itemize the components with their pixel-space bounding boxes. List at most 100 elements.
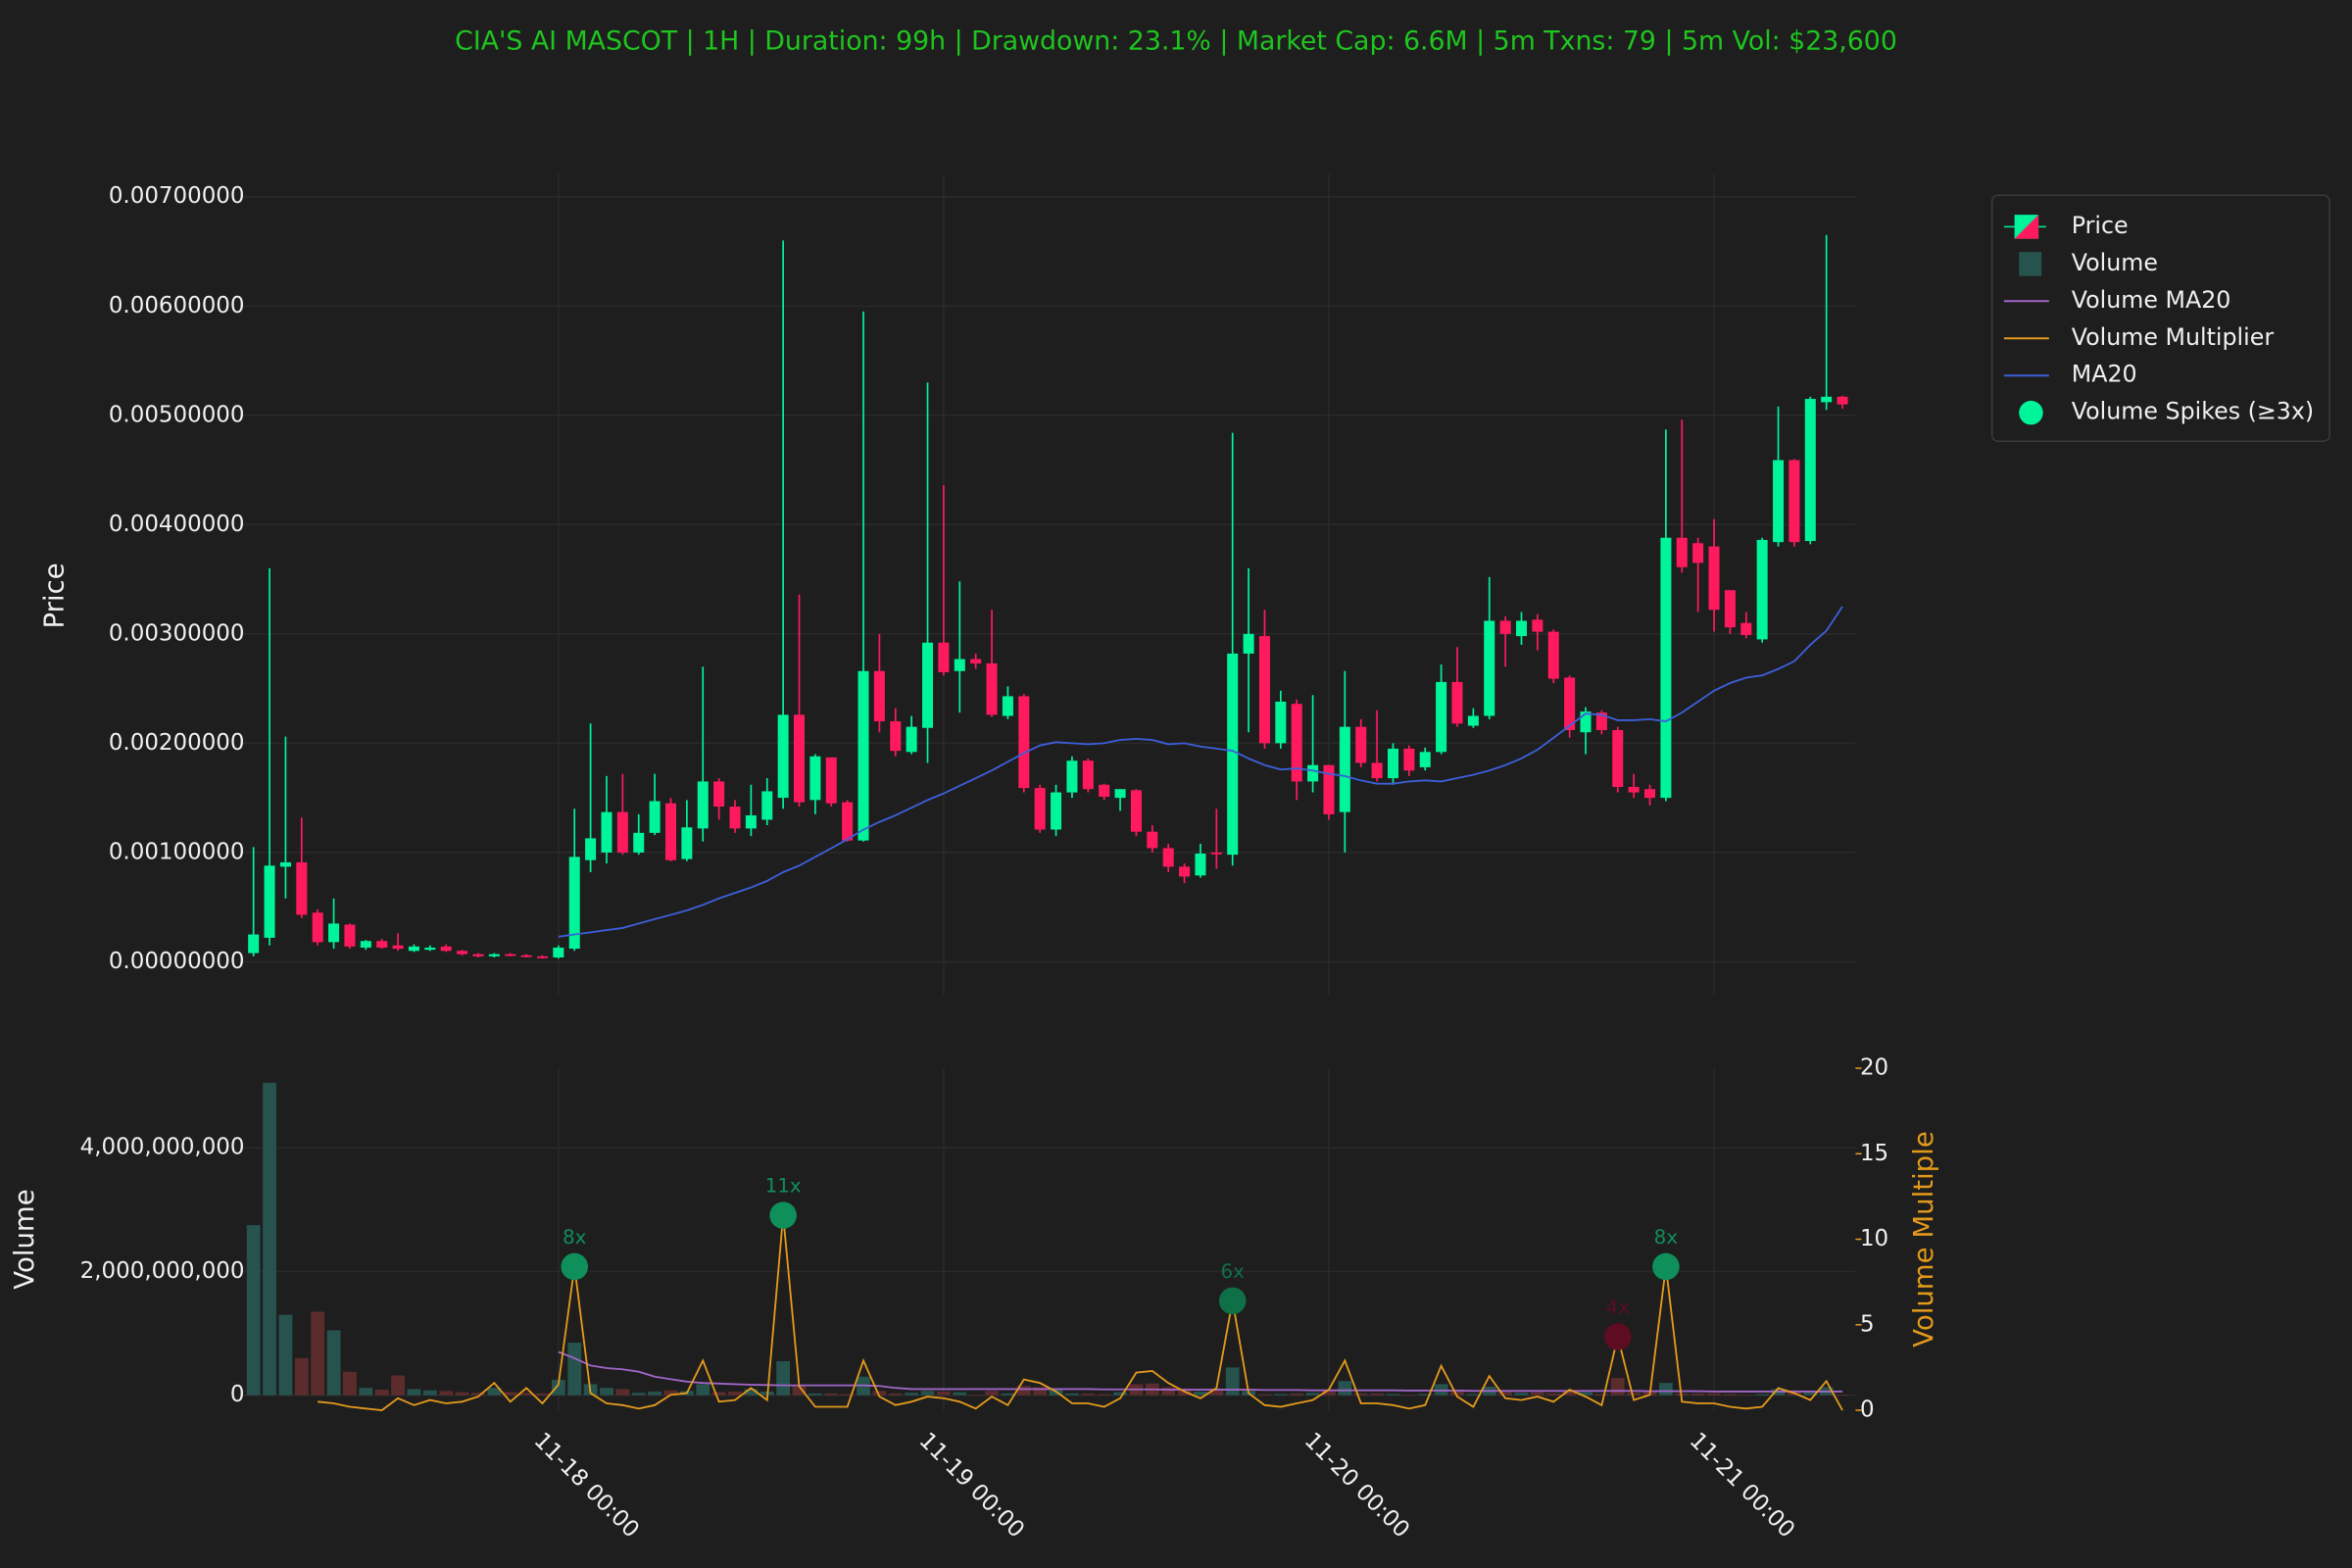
spike-marker bbox=[1603, 1323, 1632, 1350]
candle-body bbox=[1612, 729, 1624, 787]
volume-bar bbox=[1338, 1381, 1352, 1396]
candle-body bbox=[1756, 539, 1768, 640]
candle-body bbox=[616, 811, 628, 853]
y-tick-label: 0.00100000 bbox=[109, 839, 245, 864]
chart-title: CIA'S AI MASCOT | 1H | Duration: 99h | D… bbox=[455, 26, 1897, 57]
volume-bar bbox=[407, 1389, 421, 1396]
candle-body bbox=[954, 659, 965, 671]
volume-bar bbox=[808, 1393, 822, 1396]
candle-body bbox=[264, 865, 275, 938]
candle-body bbox=[1804, 399, 1816, 542]
volume-bar bbox=[246, 1225, 261, 1396]
volume-bar bbox=[1194, 1391, 1207, 1396]
volume-bar bbox=[968, 1395, 983, 1396]
candle-body bbox=[1227, 653, 1239, 856]
volume-bar bbox=[1033, 1387, 1048, 1396]
candle-body bbox=[1114, 789, 1126, 799]
candle-body bbox=[1034, 788, 1046, 830]
candle-body bbox=[1419, 752, 1431, 767]
volume-bar bbox=[278, 1314, 293, 1396]
spike-marker bbox=[769, 1201, 797, 1229]
spike-marker bbox=[1218, 1287, 1247, 1315]
volume-bar bbox=[1257, 1394, 1272, 1396]
candle-body bbox=[1532, 619, 1544, 632]
volume-bar bbox=[953, 1392, 967, 1396]
candle-body bbox=[1018, 696, 1030, 789]
candle-body bbox=[1323, 764, 1335, 814]
volume-bar bbox=[535, 1393, 550, 1396]
spike-label: 8x bbox=[1654, 1226, 1679, 1249]
candle-body bbox=[520, 955, 532, 957]
candle-body bbox=[488, 954, 500, 956]
volume-bar bbox=[663, 1390, 678, 1396]
candle-body bbox=[1595, 712, 1607, 730]
volume-bar bbox=[711, 1392, 726, 1396]
candle-body bbox=[1371, 762, 1383, 779]
y-tick-label: 2,000,000,000 bbox=[80, 1258, 245, 1284]
legend-label: Volume Multiplier bbox=[2072, 323, 2275, 351]
volume-bar bbox=[1225, 1367, 1240, 1396]
candle-body bbox=[681, 827, 693, 859]
candle-body bbox=[906, 726, 917, 753]
volume-bar bbox=[551, 1379, 565, 1396]
legend-label: MA20 bbox=[2072, 361, 2137, 388]
candle-body bbox=[1580, 711, 1592, 733]
candle-body bbox=[809, 756, 821, 801]
candle-body bbox=[601, 811, 612, 853]
volume-bar bbox=[1803, 1392, 1818, 1396]
candle-body bbox=[649, 801, 661, 833]
volume-bar bbox=[1610, 1378, 1625, 1396]
candle-body bbox=[1307, 764, 1319, 782]
candle-body bbox=[1275, 701, 1287, 744]
candle-body bbox=[296, 861, 308, 915]
candle-body bbox=[1837, 396, 1848, 405]
volume-bar bbox=[792, 1386, 807, 1396]
y-tick-label: 0.00400000 bbox=[109, 512, 245, 537]
volume-bar bbox=[1530, 1392, 1544, 1396]
volume-bar bbox=[1836, 1395, 1849, 1396]
spike-marker bbox=[1652, 1252, 1680, 1281]
candle-body bbox=[553, 947, 564, 957]
candle-body bbox=[1291, 704, 1302, 782]
volume-bar bbox=[920, 1391, 935, 1396]
y2-axis-label: Volume Multiple bbox=[1908, 1131, 1939, 1348]
volume-bar bbox=[1305, 1393, 1320, 1396]
candle-body bbox=[1066, 760, 1078, 793]
y-tick-label: 0.00300000 bbox=[109, 620, 245, 646]
volume-bar bbox=[824, 1393, 839, 1396]
y-axis-label: Price bbox=[39, 563, 71, 628]
volume-bar bbox=[1273, 1394, 1288, 1396]
candle-body bbox=[1243, 633, 1254, 654]
candle-body bbox=[825, 757, 837, 804]
y2-tick-label: 10 bbox=[1860, 1226, 1888, 1251]
volume-bar bbox=[696, 1384, 710, 1396]
volume-bar bbox=[1755, 1394, 1770, 1396]
candle-body bbox=[344, 924, 356, 947]
volume-bar bbox=[471, 1393, 485, 1396]
volume-bar bbox=[263, 1082, 276, 1396]
candle-body bbox=[1660, 537, 1672, 799]
candle-body bbox=[312, 912, 323, 943]
volume-bar bbox=[985, 1391, 999, 1396]
candle-body bbox=[745, 814, 757, 829]
volume-bar bbox=[1739, 1395, 1753, 1396]
volume-bar bbox=[728, 1391, 742, 1396]
candle-body bbox=[970, 659, 982, 663]
candle-body bbox=[1515, 620, 1528, 637]
volume-bar bbox=[1546, 1393, 1561, 1396]
candle-body bbox=[440, 946, 452, 952]
volume-bar bbox=[905, 1393, 919, 1396]
volume-bar bbox=[1594, 1394, 1609, 1396]
candle-body bbox=[424, 947, 436, 951]
volume-bar bbox=[648, 1391, 662, 1396]
volume-bar bbox=[1723, 1394, 1738, 1396]
candle-body bbox=[842, 802, 854, 841]
volume-bar bbox=[1065, 1393, 1079, 1396]
volume-bar bbox=[1418, 1394, 1433, 1396]
y-tick-label: 0.00700000 bbox=[109, 183, 245, 209]
candle-body bbox=[1130, 790, 1142, 832]
candle-body bbox=[1195, 854, 1206, 876]
y-tick-label: 0 bbox=[230, 1382, 245, 1407]
y-tick-label: 0.00500000 bbox=[109, 402, 245, 427]
candle-body bbox=[729, 807, 741, 829]
